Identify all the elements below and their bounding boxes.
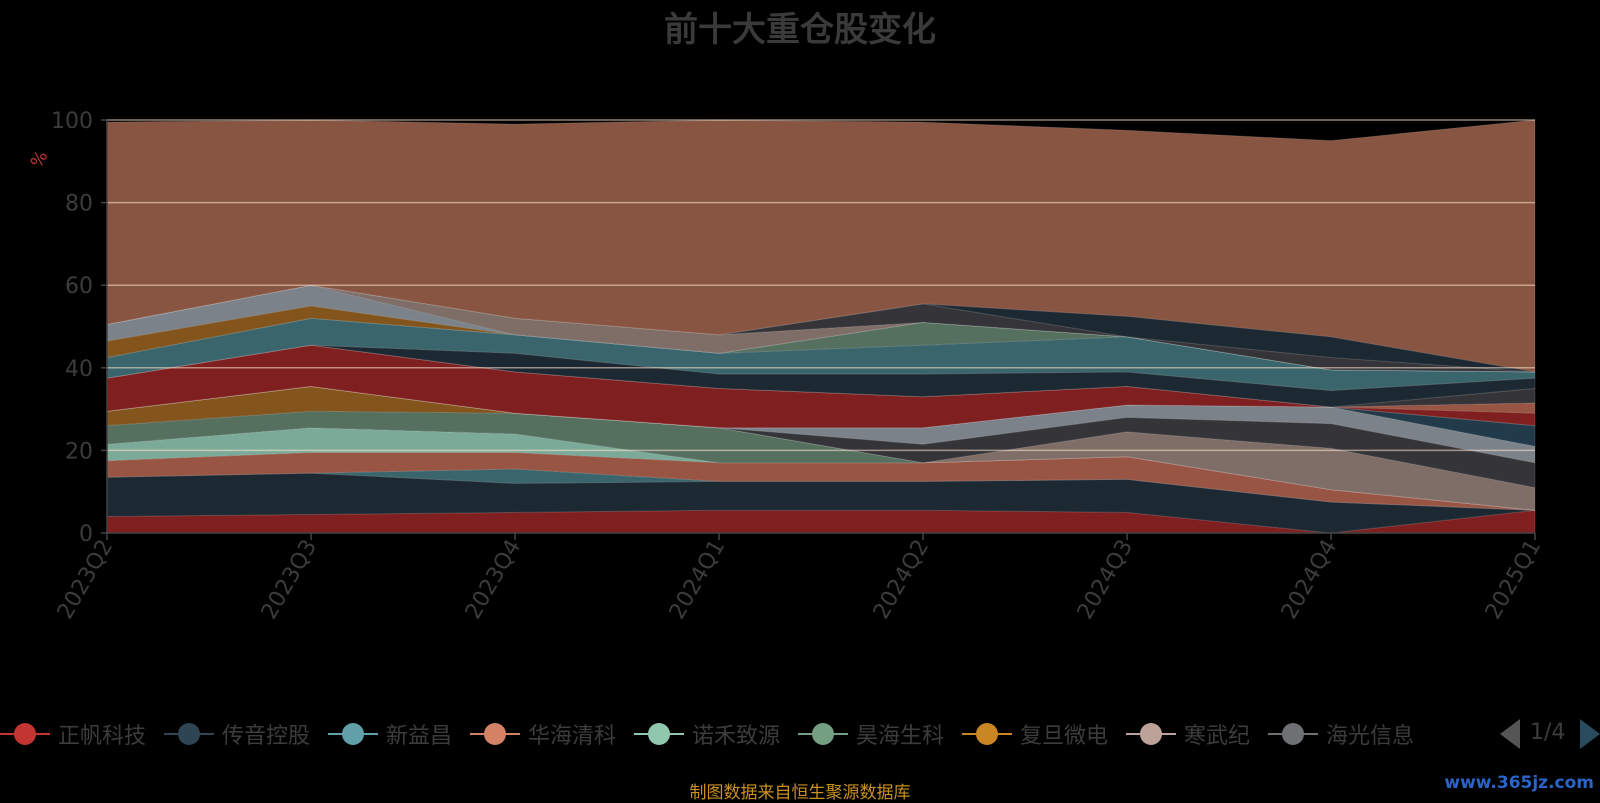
y-tick-label: 80 <box>65 192 93 217</box>
series-area-16 <box>106 317 1536 392</box>
y-tick-label: 100 <box>51 109 93 134</box>
series-area-23 <box>106 119 1536 373</box>
legend-item[interactable]: 昊海生科 <box>798 716 944 752</box>
watermark-logo: www.365jz.com <box>1444 773 1594 793</box>
legend-pager: 1/4 <box>1500 716 1600 752</box>
legend-marker-icon <box>164 716 214 752</box>
legend-item-label: 传音控股 <box>222 724 311 749</box>
legend-item-label: 新益昌 <box>386 724 453 749</box>
legend-marker-icon <box>0 716 50 752</box>
legend-item-label: 复旦微电 <box>1020 724 1109 749</box>
legend-item[interactable]: 新益昌 <box>328 716 452 752</box>
legend-item[interactable]: 传音控股 <box>164 716 310 752</box>
legend-item[interactable]: 海光信息 <box>1268 716 1414 752</box>
x-tick-label: 2025Q1 <box>1481 536 1546 624</box>
legend-marker-icon <box>328 716 378 752</box>
y-axis-label: % <box>27 148 52 172</box>
y-tick-label: 20 <box>65 439 93 464</box>
legend-item[interactable]: 诺禾致源 <box>634 716 780 752</box>
legend-page-indicator: 1/4 <box>1530 720 1566 745</box>
y-tick-label: 40 <box>65 357 93 382</box>
legend-marker-icon <box>470 716 520 752</box>
legend-items: 正帆科技 传音控股 新益昌 华海清科 诺禾致源 昊海生科 复旦微电 寒武纪 海光信息 <box>0 716 1480 752</box>
legend-item-label: 昊海生科 <box>856 724 945 749</box>
chart-title: 前十大重仓股变化 <box>664 10 936 50</box>
x-tick-label: 2024Q2 <box>869 536 934 624</box>
legend-marker-icon <box>1126 716 1176 752</box>
y-tick-label: 0 <box>79 522 93 547</box>
legend-marker-icon <box>1268 716 1318 752</box>
x-tick-label: 2023Q2 <box>53 536 118 624</box>
legend-next-page-button[interactable] <box>1580 719 1600 749</box>
x-tick-label: 2024Q4 <box>1277 536 1342 624</box>
x-tick-label: 2024Q3 <box>1073 536 1138 624</box>
legend-marker-icon <box>634 716 684 752</box>
x-tick-label: 2023Q4 <box>461 536 526 624</box>
series-area-4 <box>106 427 1536 511</box>
chart-plot: 0 20 40 60 80 100% 2023Q2 2023Q3 2023Q4 2024Q1 202… <box>27 109 1546 624</box>
legend-item[interactable]: 寒武纪 <box>1126 716 1250 752</box>
legend-item-label: 寒武纪 <box>1184 724 1251 749</box>
legend-item[interactable]: 正帆科技 <box>0 716 146 752</box>
x-tick-label: 2023Q3 <box>257 536 322 624</box>
legend-prev-page-button[interactable] <box>1500 719 1520 749</box>
legend-item-label: 诺禾致源 <box>692 724 781 749</box>
legend-item-label: 海光信息 <box>1326 724 1415 749</box>
legend-marker-icon <box>798 716 848 752</box>
x-tick-label: 2024Q1 <box>665 536 730 624</box>
legend-item-label: 华海清科 <box>528 724 617 749</box>
legend-item-label: 正帆科技 <box>58 724 147 749</box>
legend-item[interactable]: 复旦微电 <box>962 716 1108 752</box>
legend: 正帆科技 传音控股 新益昌 华海清科 诺禾致源 昊海生科 复旦微电 寒武纪 海光信息 <box>0 716 1600 752</box>
y-tick-label: 60 <box>65 274 93 299</box>
legend-marker-icon <box>962 716 1012 752</box>
legend-item[interactable]: 华海清科 <box>470 716 616 752</box>
source-note: 制图数据来自恒生聚源数据库 <box>689 783 911 803</box>
